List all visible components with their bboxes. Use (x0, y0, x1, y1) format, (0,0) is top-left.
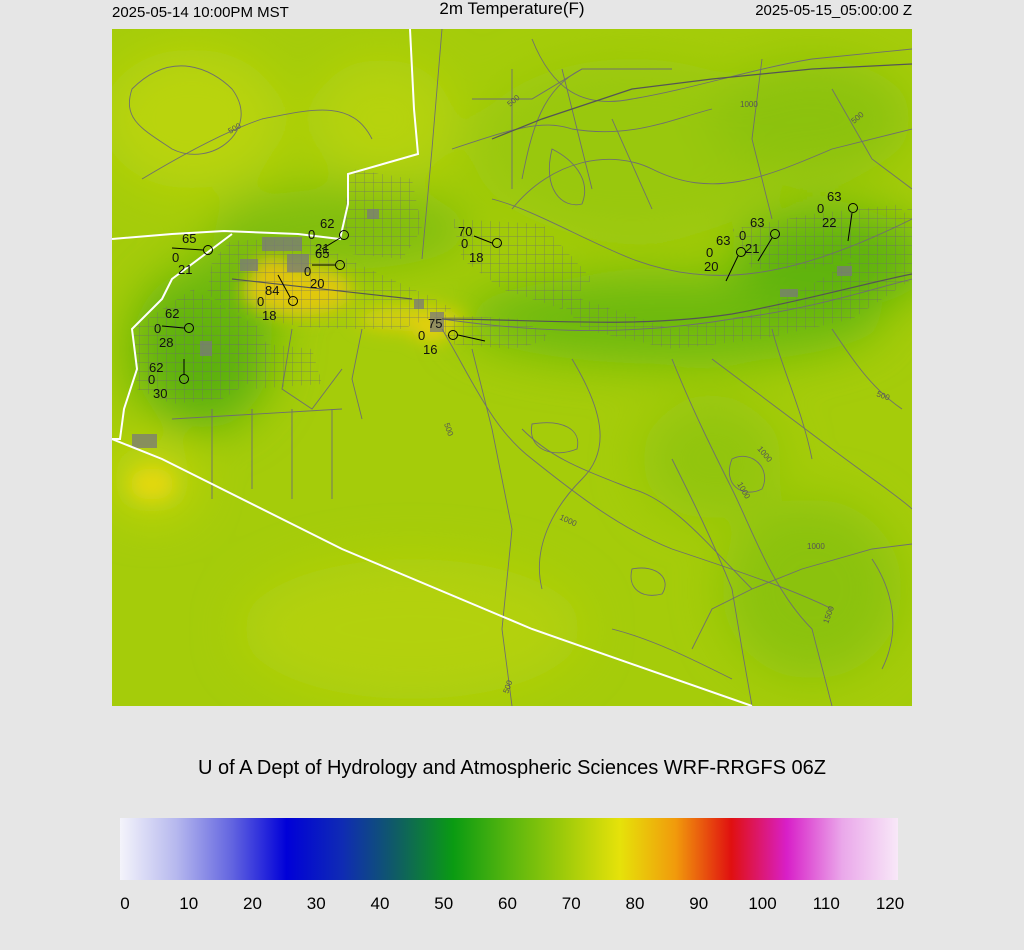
wind-barb (473, 235, 493, 244)
station-temp: 62 (149, 360, 163, 375)
colorbar-tick-label: 10 (179, 894, 199, 913)
station-dir: 0 (706, 245, 713, 260)
station-temp: 62 (320, 216, 334, 231)
dense-urban-blocks (132, 209, 852, 448)
wind-barb (277, 274, 291, 298)
map-title: 2m Temperature(F) (439, 0, 585, 18)
station-dir: 0 (817, 201, 824, 216)
station-plot: 65 0 21 (171, 231, 213, 277)
station-dir: 0 (154, 321, 161, 336)
station-plot: 70 0 18 (458, 224, 502, 265)
station-plot: 62 0 21 (308, 216, 349, 256)
station-plots: 65 0 21 62 0 21 65 0 20 84 0 18 (148, 189, 858, 401)
station-dew: 20 (704, 259, 718, 274)
station-temp: 65 (315, 246, 329, 261)
station-dir: 0 (304, 264, 311, 279)
contour-label: 1000 (807, 542, 825, 551)
colorbar-tick-label: 100 (748, 894, 777, 913)
station-dew: 28 (159, 335, 173, 350)
station-dew: 21 (745, 241, 759, 256)
station-circle-icon (770, 229, 780, 239)
station-temp: 62 (165, 306, 179, 321)
wind-barb (171, 247, 204, 251)
station-dew: 21 (178, 262, 192, 277)
roads-and-contours (128, 29, 912, 706)
station-plot: 63 0 22 (817, 189, 858, 242)
station-temp: 70 (458, 224, 472, 239)
colorbar-tick-label: 50 (434, 894, 454, 913)
wind-barb (321, 237, 341, 250)
station-dir: 0 (148, 372, 155, 387)
wind-barb (847, 212, 853, 242)
colorbar-tick-label: 20 (243, 894, 262, 913)
colorbar-tick-label: 0 (120, 894, 130, 913)
station-plot: 63 0 21 (739, 215, 780, 262)
station-dir: 0 (461, 236, 468, 251)
station-circle-icon (848, 203, 858, 213)
utc-time-label: 2025-05-15_05:00:00 Z (755, 2, 912, 19)
station-circle-icon (184, 323, 194, 333)
colorbar-tick-label: 60 (498, 894, 517, 913)
colorbar-tick-label: 40 (370, 894, 390, 913)
contour-label: 1000 (740, 100, 758, 109)
station-circle-icon (335, 260, 345, 270)
state-border (112, 29, 753, 706)
contour-label: 500 (501, 679, 514, 695)
colorbar-tick-label: 80 (625, 894, 645, 913)
station-circle-icon (736, 247, 746, 257)
contour-label: 500 (875, 389, 891, 402)
station-plot: 62 0 28 (154, 306, 194, 350)
station-temp: 63 (716, 233, 730, 248)
local-time-label: 2025-05-14 10:00PM MST (112, 4, 289, 21)
colorbar-tick-label: 110 (812, 894, 840, 913)
station-plot: 62 0 30 (148, 359, 189, 401)
wind-barb (757, 237, 773, 262)
station-plot: 63 0 20 (704, 233, 746, 282)
station-plot: 84 0 18 (257, 274, 298, 323)
contour-label: 500 (442, 422, 455, 438)
station-dir: 0 (257, 294, 264, 309)
station-dir: 0 (739, 228, 746, 243)
station-dew: 16 (423, 342, 437, 357)
colorbar-tick-label: 90 (689, 894, 709, 913)
station-dir: 0 (172, 250, 179, 265)
station-dew: 21 (315, 241, 329, 256)
credit-line: U of A Dept of Hydrology and Atmospheric… (197, 757, 827, 779)
station-temp: 84 (265, 283, 279, 298)
station-dir: 0 (418, 328, 425, 343)
wind-barb (457, 334, 486, 342)
station-dew: 20 (310, 276, 324, 291)
station-plot: 75 0 16 (418, 316, 486, 357)
railways (231, 63, 912, 323)
colorbar-tick-label: 70 (561, 894, 581, 913)
station-dew: 30 (153, 386, 167, 401)
station-plot: 65 0 20 (304, 246, 345, 291)
station-circle-icon (288, 296, 298, 306)
station-dew: 18 (262, 308, 276, 323)
wind-barb (161, 325, 185, 329)
station-circle-icon (179, 374, 189, 384)
station-dir: 0 (308, 227, 315, 242)
station-circle-icon (203, 245, 213, 255)
station-temp: 63 (827, 189, 841, 204)
wind-barb (725, 255, 739, 282)
colorbar-tick-label: 120 (875, 894, 905, 913)
station-temp: 63 (750, 215, 764, 230)
station-circle-icon (339, 230, 349, 240)
station-dew: 18 (469, 250, 483, 265)
colorbar (120, 818, 898, 880)
colorbar-tick-label: 30 (306, 894, 326, 913)
station-temp: 75 (428, 316, 442, 331)
station-temp: 65 (182, 231, 196, 246)
temperature-map: 500 500 1000 500 500 1000 1000 1000 500 … (112, 29, 912, 706)
station-dew: 22 (822, 215, 836, 230)
station-circle-icon (492, 238, 502, 248)
station-circle-icon (448, 330, 458, 340)
